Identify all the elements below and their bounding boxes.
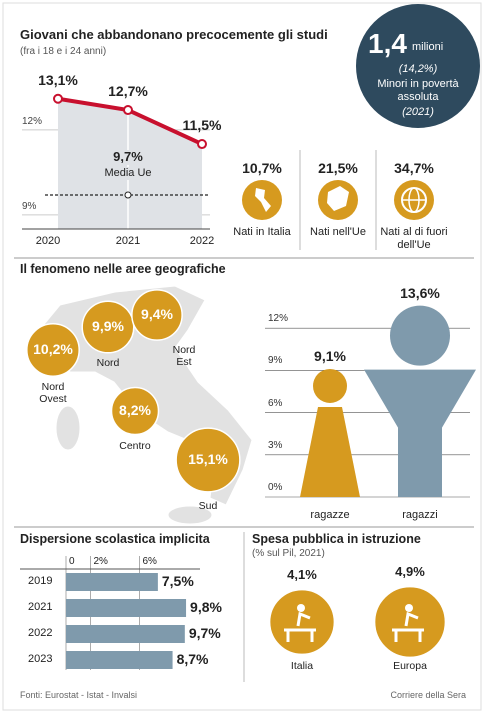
category-label: Sud <box>198 500 218 512</box>
point <box>53 93 63 104</box>
figure-head <box>390 305 450 366</box>
bubble <box>268 588 336 656</box>
chart-title: Giovani che abbandonano precocemente gli… <box>20 27 328 42</box>
birthplace-value: 10,7% <box>242 160 282 176</box>
data-label: 9,4% <box>141 306 173 322</box>
category-label: Italia <box>290 660 314 672</box>
chart-subtitle: (fra i 18 e i 24 anni) <box>20 46 107 57</box>
birthplace-label: Nati al di fuori dell'Ue <box>380 226 448 251</box>
data-label: 13,6% <box>400 284 440 301</box>
y-tick-label: 9% <box>22 200 37 212</box>
highlight-unit: milioni <box>412 41 444 53</box>
bubble <box>81 300 135 354</box>
y-tick-label: 3% <box>268 439 283 451</box>
figure-body <box>364 369 476 497</box>
footer-source: Fonti: Eurostat - Istat - Invalsi <box>20 690 138 700</box>
chart-title: Spesa pubblica in istruzione <box>252 532 421 546</box>
x-tick-label: 2021 <box>115 235 141 247</box>
bubble <box>175 427 241 493</box>
y-tick-label: 12% <box>268 313 289 325</box>
category-label: Europa <box>393 660 427 672</box>
x-tick-label: 2% <box>93 556 108 567</box>
data-label: 4,1% <box>287 566 317 582</box>
reference-text: Media Ue <box>100 167 156 180</box>
x-tick-label: 2020 <box>35 235 61 247</box>
bubble <box>373 585 447 659</box>
bubble <box>110 386 160 436</box>
data-label: 8,2% <box>119 402 151 418</box>
birthplace-value: 34,7% <box>394 160 434 176</box>
x-tick-label: 2022 <box>189 235 215 247</box>
footer-publisher: Corriere della Sera <box>390 690 466 700</box>
chart-title: Dispersione scolastica implicita <box>20 532 210 546</box>
x-tick-label: ragazze <box>310 509 350 521</box>
reference-point <box>124 191 132 199</box>
category-label: Nord <box>96 357 120 369</box>
data-label: 9,8% <box>190 599 222 615</box>
point <box>197 139 207 150</box>
bar <box>66 599 187 617</box>
birthplace-value: 21,5% <box>318 160 358 176</box>
x-tick-label: ragazzi <box>402 509 438 521</box>
bar <box>66 573 158 591</box>
y-tick-label: 9% <box>268 355 283 367</box>
icon-glyph <box>405 604 413 612</box>
category-label: Nord Est <box>172 344 196 369</box>
data-label: 13,1% <box>38 71 78 88</box>
data-label: 7,5% <box>161 573 194 589</box>
birthplace-label: Nati nell'Ue <box>310 226 366 238</box>
x-tick-label: 6% <box>142 556 157 567</box>
reference-label: 9,7% <box>103 149 153 165</box>
category-label: Nord Ovest <box>39 381 67 406</box>
birthplace-label: Nati in Italia <box>233 226 291 238</box>
icon-glyph <box>327 186 349 211</box>
data-label: 11,5% <box>182 117 222 134</box>
icon-glyph <box>255 188 271 212</box>
y-tick-label: 2023 <box>28 653 53 665</box>
data-label: 15,1% <box>188 451 228 467</box>
category-label: Centro <box>119 440 151 452</box>
icon-glyph <box>392 611 424 642</box>
data-label: 10,2% <box>33 341 73 357</box>
bar <box>66 651 173 669</box>
icon-glyph <box>284 611 316 642</box>
data-label: 9,9% <box>92 318 124 334</box>
y-tick-label: 6% <box>268 397 283 409</box>
data-label: 12,7% <box>108 83 148 100</box>
bubble <box>26 323 80 377</box>
y-tick-label: 12% <box>22 115 43 127</box>
point <box>123 105 133 116</box>
bar <box>66 625 185 643</box>
highlight-caption: Minori in povertà assoluta <box>377 78 459 103</box>
icon-glyph <box>297 604 305 612</box>
highlight-circle <box>356 4 480 128</box>
bubble <box>131 289 183 341</box>
highlight-value: 1,4 <box>368 28 407 59</box>
figure-head <box>313 368 347 403</box>
y-tick-label: 0% <box>268 482 283 493</box>
y-tick-label: 2019 <box>28 575 53 587</box>
figure-body <box>300 406 360 497</box>
chart-subtitle: (% sul Pil, 2021) <box>252 548 325 559</box>
x-tick-label: 0 <box>69 556 75 567</box>
data-label: 8,7% <box>176 651 209 667</box>
data-label: 4,9% <box>395 563 425 579</box>
chart-title: Il fenomeno nelle aree geografiche <box>20 262 226 276</box>
highlight-share: (14,2%) <box>398 63 438 75</box>
highlight-year: (2021) <box>402 106 434 118</box>
y-tick-label: 2021 <box>28 601 53 613</box>
data-label: 9,7% <box>188 625 221 641</box>
data-label: 9,1% <box>314 347 346 364</box>
y-tick-label: 2022 <box>28 627 53 639</box>
